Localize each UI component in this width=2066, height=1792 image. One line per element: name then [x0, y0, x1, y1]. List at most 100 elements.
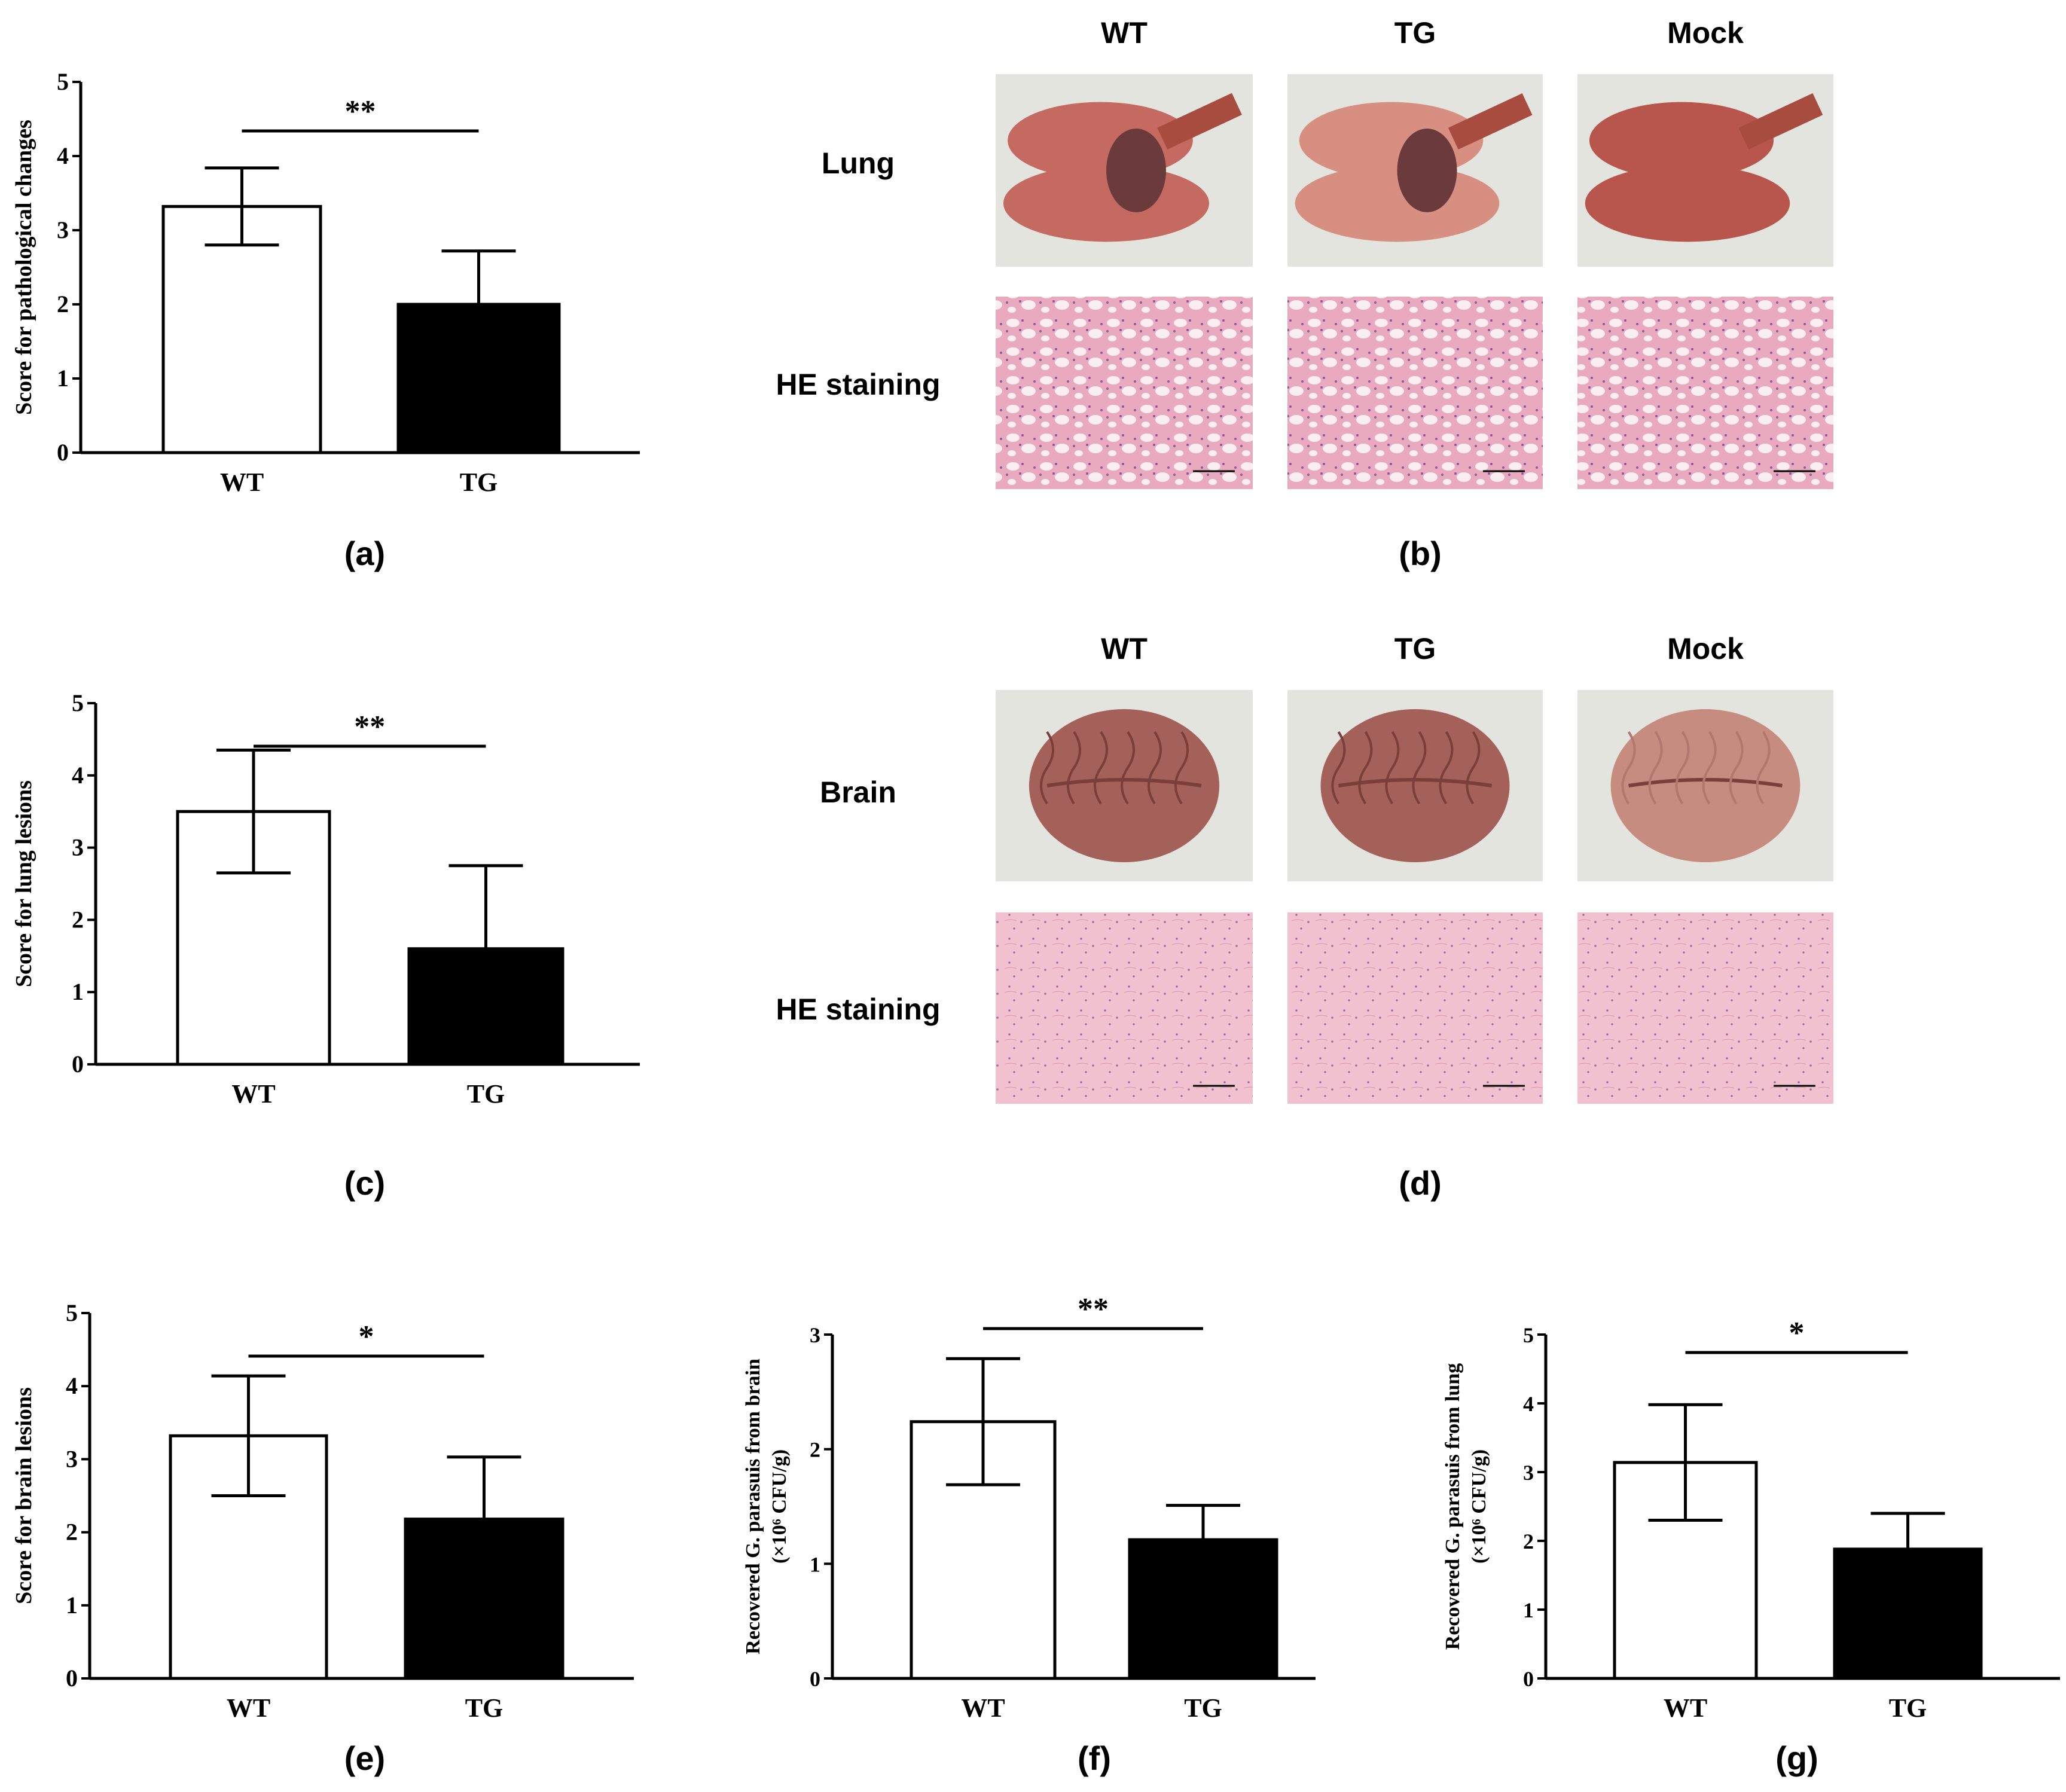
- x-tick-label-wt: WT: [961, 1693, 1005, 1723]
- x-tick-label-wt: WT: [220, 468, 264, 497]
- brain-gyrus: [1756, 731, 1771, 805]
- column-header-mock: Mock: [1667, 632, 1744, 665]
- y-axis-label-line-1: Recovered G. parasuis from brain: [742, 1358, 764, 1654]
- lung-lobe-lower: [1295, 164, 1500, 242]
- he-photo-mock: [1577, 912, 1833, 1104]
- column-header-mock: Mock: [1667, 16, 1744, 50]
- brain-gyrus: [1094, 731, 1108, 805]
- panel-caption: (d): [1399, 1164, 1442, 1202]
- y-tick-label: 1: [72, 978, 84, 1005]
- chart-panel-a: 0 1 2 3 4 5 WT TG ** Score for pathological chang…: [11, 68, 640, 572]
- brain-gyrus: [1621, 731, 1636, 805]
- bar-wt: [161, 204, 322, 454]
- x-tick-label-wt: WT: [231, 1079, 275, 1109]
- significance-marker: **: [354, 710, 385, 744]
- brain-gyrus: [1040, 731, 1054, 805]
- y-tick-label: 4: [1523, 1392, 1534, 1416]
- y-axis-label: Score for lung lesions: [11, 780, 36, 987]
- row-label-lung: Lung: [822, 146, 895, 180]
- panel-caption: (a): [344, 535, 385, 572]
- y-tick-label: 3: [810, 1323, 820, 1347]
- significance-marker: *: [1789, 1316, 1805, 1350]
- brain-gyrus: [1121, 731, 1135, 805]
- trachea: [1738, 93, 1823, 150]
- brain-gyrus: [1358, 731, 1373, 805]
- trachea: [1448, 93, 1533, 150]
- x-tick-label-tg: TG: [465, 1693, 503, 1723]
- x-tick-label-tg: TG: [467, 1079, 505, 1109]
- y-tick-label: 4: [72, 762, 84, 789]
- y-axis-label-line-1: Recovered G. parasuis from lung: [1442, 1363, 1464, 1650]
- y-tick-label: 2: [810, 1438, 820, 1462]
- y-tick-label: 3: [66, 1445, 78, 1472]
- bar-tg: [1833, 1547, 1983, 1680]
- panel-caption: (g): [1775, 1739, 1818, 1777]
- he-photo-tg: [1287, 912, 1543, 1104]
- y-tick-label: 0: [72, 1051, 84, 1077]
- he-photo-tg: [1287, 297, 1543, 489]
- significance-marker: *: [359, 1320, 374, 1354]
- bar-tg: [407, 947, 564, 1066]
- column-header-tg: TG: [1394, 16, 1436, 50]
- y-axis-label-line-2: (×10⁶ CFU/g): [1468, 1449, 1490, 1564]
- y-tick-label: 0: [66, 1665, 78, 1692]
- lung-lobe-lower: [1003, 164, 1209, 242]
- y-axis-label: Score for brain lesions: [11, 1387, 36, 1604]
- bar-tg: [1128, 1538, 1278, 1680]
- y-tick-label: 2: [66, 1519, 78, 1546]
- y-tick-label: 4: [66, 1372, 78, 1399]
- column-header-wt: WT: [1101, 16, 1148, 50]
- y-tick-label: 2: [57, 291, 69, 318]
- y-tick-label: 0: [810, 1667, 820, 1691]
- brain-gyrus: [1675, 731, 1690, 805]
- brain-gyrus: [1067, 731, 1081, 805]
- column-header-wt: WT: [1101, 632, 1148, 665]
- brain-gyrus: [1174, 731, 1189, 805]
- brain-gyrus: [1412, 731, 1427, 805]
- y-tick-label: 1: [810, 1552, 820, 1576]
- y-tick-label: 5: [66, 1299, 78, 1326]
- brain-gyrus: [1439, 731, 1454, 805]
- panel-caption: (c): [344, 1164, 385, 1202]
- heart: [1397, 129, 1457, 212]
- x-tick-label-wt: WT: [1664, 1693, 1707, 1723]
- y-tick-label: 5: [72, 689, 84, 716]
- y-axis-label: Score for pathological changes: [11, 120, 36, 415]
- y-tick-label: 4: [57, 142, 69, 169]
- chart-panel-c: 0 1 2 3 4 5 WT TG ** Score for lung lesions (c): [11, 689, 640, 1202]
- y-tick-label: 3: [72, 834, 84, 861]
- column-header-tg: TG: [1394, 632, 1436, 665]
- y-tick-label: 3: [57, 216, 69, 243]
- row-label-he-staining: HE staining: [776, 993, 940, 1026]
- photo-panel-b: WT TG Mock Lung HE staining (b): [776, 16, 1833, 572]
- brain-specimen: [1320, 709, 1510, 862]
- chart-panel-g: 0 1 2 3 4 5 WT TG * Recovered G. parasuis from lu…: [1442, 1316, 2060, 1777]
- bar-tg: [404, 1518, 564, 1680]
- significance-marker: **: [1078, 1292, 1109, 1326]
- y-tick-label: 2: [72, 906, 84, 933]
- y-tick-label: 0: [57, 439, 69, 466]
- row-label-brain: Brain: [820, 776, 896, 809]
- brain-gyrus: [1385, 731, 1400, 805]
- brain-specimen: [1029, 709, 1220, 862]
- bar-tg: [396, 303, 561, 454]
- x-tick-label-tg: TG: [460, 468, 498, 497]
- y-tick-label: 3: [1523, 1461, 1534, 1485]
- he-photo-wt: [996, 297, 1253, 489]
- brain-gyrus: [1702, 731, 1717, 805]
- y-tick-label: 1: [66, 1592, 78, 1619]
- row-label-he-staining: HE staining: [776, 368, 940, 401]
- brain-fissure: [1628, 778, 1783, 787]
- y-tick-label: 0: [1523, 1667, 1534, 1691]
- chart-panel-f: 0 1 2 3 WT TG ** Recovered G. parasuis from bra…: [742, 1292, 1316, 1777]
- y-tick-label: 1: [57, 365, 69, 392]
- panel-caption: (b): [1399, 535, 1442, 572]
- panel-caption: (e): [344, 1739, 385, 1777]
- brain-gyrus: [1331, 731, 1346, 805]
- brain-fissure: [1046, 778, 1202, 787]
- photo-panel-d: WT TG Mock Brain HE staining (d): [776, 632, 1833, 1202]
- lung-lobe-lower: [1585, 164, 1790, 242]
- y-tick-label: 5: [57, 68, 69, 95]
- brain-gyrus: [1729, 731, 1744, 805]
